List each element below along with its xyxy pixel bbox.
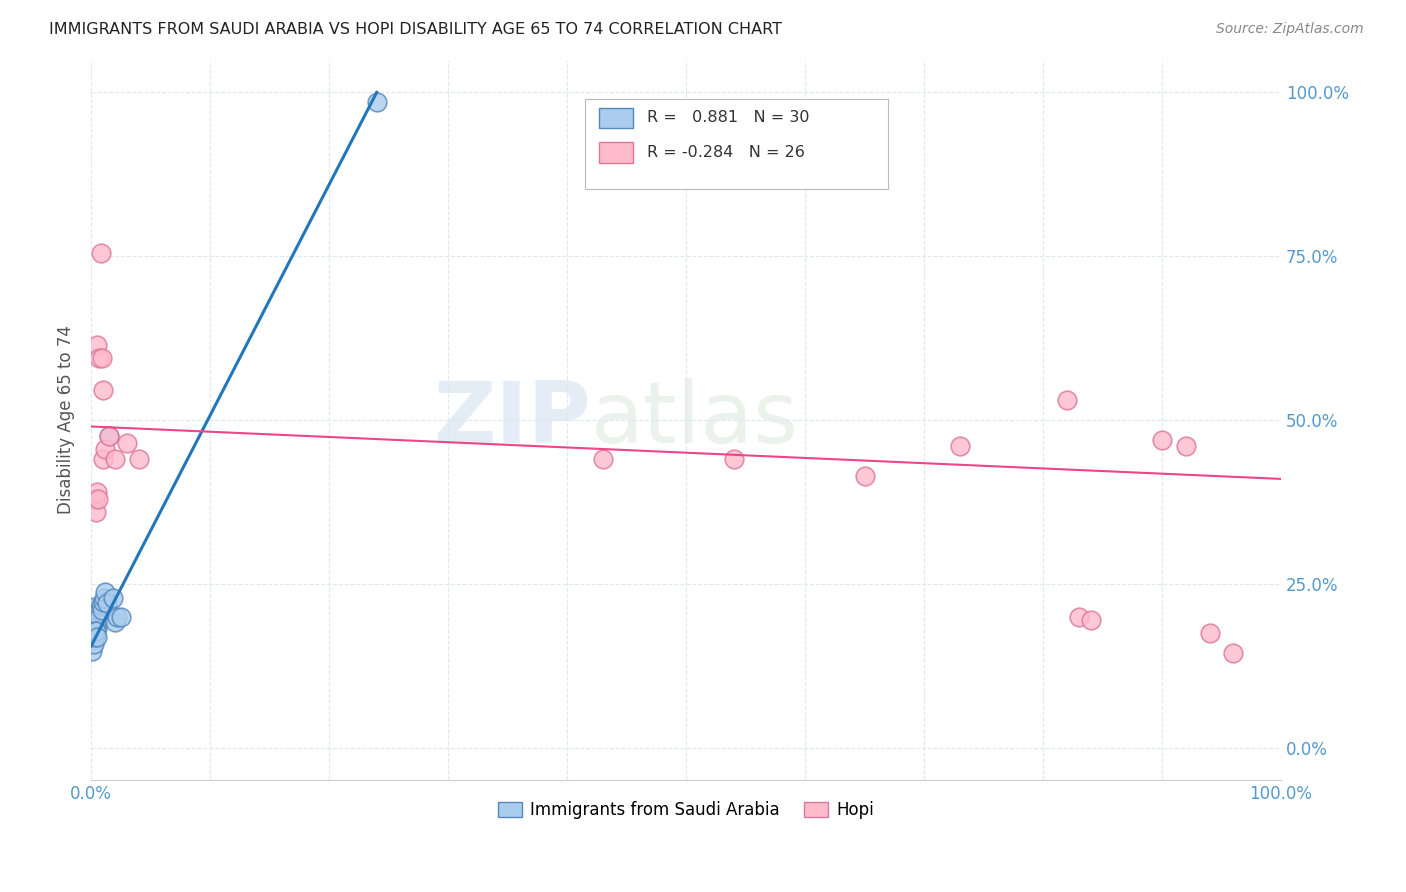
Point xyxy=(84,615,107,629)
Text: R = -0.284   N = 26: R = -0.284 N = 26 xyxy=(647,145,804,160)
Point xyxy=(86,631,108,645)
FancyBboxPatch shape xyxy=(599,143,633,162)
Legend: Immigrants from Saudi Arabia, Hopi: Immigrants from Saudi Arabia, Hopi xyxy=(492,795,880,826)
Point xyxy=(83,631,105,645)
Point xyxy=(86,621,108,635)
Point xyxy=(1056,393,1078,408)
Text: atlas: atlas xyxy=(591,378,799,461)
Point xyxy=(592,452,614,467)
Point xyxy=(84,505,107,519)
Point xyxy=(723,452,745,467)
Point xyxy=(90,603,112,617)
Y-axis label: Disability Age 65 to 74: Disability Age 65 to 74 xyxy=(58,326,75,515)
FancyBboxPatch shape xyxy=(585,99,889,189)
Point xyxy=(83,606,105,620)
Point xyxy=(89,351,111,365)
Point xyxy=(1080,613,1102,627)
Point xyxy=(93,591,115,606)
Point xyxy=(1150,433,1173,447)
Point xyxy=(86,609,108,624)
Point xyxy=(128,452,150,467)
Text: Source: ZipAtlas.com: Source: ZipAtlas.com xyxy=(1216,22,1364,37)
Point xyxy=(84,624,107,638)
Point xyxy=(104,615,127,629)
Point xyxy=(87,491,110,506)
Point xyxy=(89,609,111,624)
Point xyxy=(1222,646,1244,660)
Point xyxy=(83,624,105,638)
Point xyxy=(83,637,105,651)
Point xyxy=(91,452,114,467)
Point xyxy=(98,429,121,443)
Point xyxy=(853,468,876,483)
Point xyxy=(90,598,112,612)
Point xyxy=(104,452,127,467)
Point xyxy=(90,245,112,260)
Point xyxy=(82,613,104,627)
Point xyxy=(90,351,112,365)
Point xyxy=(89,604,111,618)
Point xyxy=(949,439,972,453)
Point xyxy=(82,643,104,657)
Point xyxy=(91,384,114,398)
Point xyxy=(87,614,110,628)
Point xyxy=(84,611,107,625)
Point xyxy=(94,584,117,599)
Point xyxy=(1067,609,1090,624)
Point xyxy=(96,596,118,610)
Text: ZIP: ZIP xyxy=(433,378,591,461)
Text: R =   0.881   N = 30: R = 0.881 N = 30 xyxy=(647,111,810,126)
Point xyxy=(83,617,105,632)
Point xyxy=(105,609,128,624)
FancyBboxPatch shape xyxy=(599,108,633,128)
Point xyxy=(83,491,105,506)
Point xyxy=(83,599,105,614)
Point xyxy=(366,95,388,110)
Point xyxy=(86,337,108,351)
Point xyxy=(1174,439,1197,453)
Point xyxy=(83,619,105,633)
Point xyxy=(86,485,108,500)
Text: IMMIGRANTS FROM SAUDI ARABIA VS HOPI DISABILITY AGE 65 TO 74 CORRELATION CHART: IMMIGRANTS FROM SAUDI ARABIA VS HOPI DIS… xyxy=(49,22,782,37)
Point xyxy=(1198,626,1220,640)
Point xyxy=(94,442,117,457)
Point xyxy=(101,591,124,606)
Point xyxy=(91,595,114,609)
Point xyxy=(98,429,121,443)
Point xyxy=(115,436,138,450)
Point xyxy=(110,609,132,624)
